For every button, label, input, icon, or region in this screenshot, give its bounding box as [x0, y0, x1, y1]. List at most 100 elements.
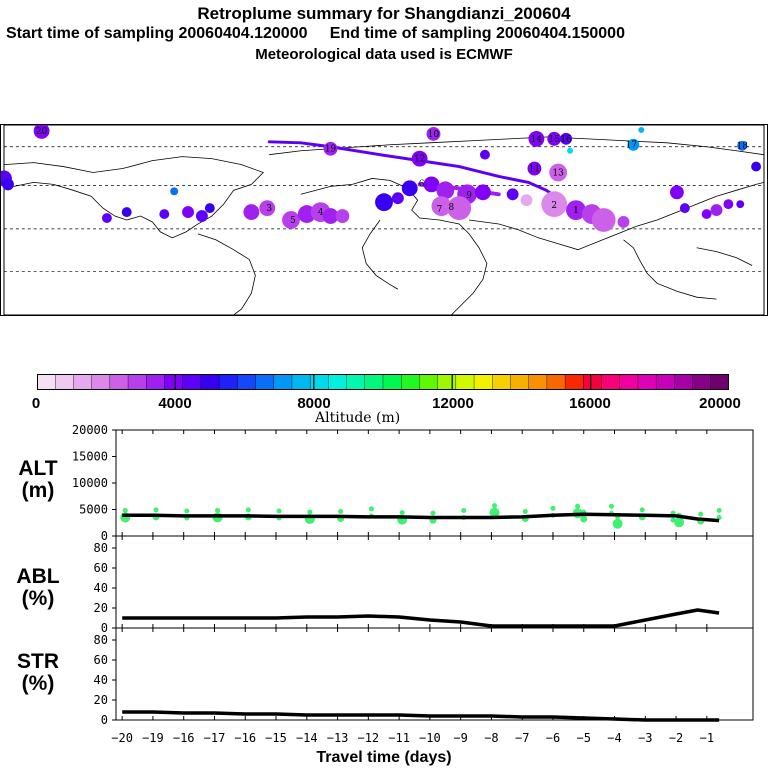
x-tick-label: −7 — [515, 731, 529, 745]
alt-scatter-point — [399, 510, 405, 516]
plume-label: 8 — [448, 203, 454, 213]
plume-cluster — [638, 126, 645, 133]
colorbar-swatch — [346, 374, 366, 390]
plume-cluster — [423, 176, 440, 193]
x-tick-label: −12 — [357, 731, 379, 745]
alt-scatter-point — [245, 507, 251, 513]
str-ytick-label: 20 — [94, 693, 108, 707]
time-series-panels: 20000150001000050000806040200806040200−2… — [72, 423, 754, 745]
alt-scatter-point — [215, 507, 221, 513]
str-series-line — [122, 710, 720, 722]
abl-ytick-label: 60 — [94, 561, 108, 575]
alt-scatter-point — [698, 511, 704, 517]
plume-label: 13 — [553, 168, 564, 178]
colorbar-swatch — [492, 374, 512, 390]
alt-scatter-point — [307, 509, 313, 515]
x-tick-label: −16 — [173, 731, 195, 745]
plume-cluster — [549, 163, 568, 182]
plume-label: 4 — [318, 208, 324, 218]
colorbar-swatch — [37, 374, 56, 390]
altitude-colorbar — [37, 374, 729, 390]
colorbar-swatch — [619, 374, 639, 390]
plume-label: 14 — [531, 135, 543, 145]
colorbar-swatch — [73, 374, 93, 390]
plume-label: 6 — [419, 179, 425, 189]
alt-scatter-point — [461, 507, 467, 513]
colorbar-swatch — [692, 374, 712, 390]
abl-panel-frame — [115, 535, 754, 629]
plume-label: 5 — [290, 216, 296, 226]
plume-cluster — [282, 211, 300, 229]
plume-label: 15 — [549, 135, 560, 145]
colorbar-swatch — [674, 374, 694, 390]
alt-ytick-label: 10000 — [72, 476, 108, 490]
x-tick-label: −20 — [111, 731, 133, 745]
alt-ytick-label: 0 — [101, 529, 108, 543]
plume-label: 1 — [573, 206, 579, 216]
colorbar-swatch — [182, 374, 202, 390]
coastlines — [3, 136, 765, 315]
plume-cluster — [170, 187, 179, 196]
plume-cluster — [33, 125, 50, 139]
colorbar-swatch — [637, 374, 657, 390]
colorbar-swatch — [218, 374, 239, 390]
plume-cluster — [121, 207, 132, 218]
plume-label: 20 — [36, 127, 48, 137]
alt-scatter-point — [612, 518, 623, 529]
retroplume-map: 20 10 14 15 16 17 18 19 12 11 13 9 87 6 5 4 3 2 1 — [0, 124, 768, 316]
colorbar-swatch — [583, 374, 603, 390]
colorbar-swatch — [710, 374, 729, 390]
plume-cluster — [541, 191, 568, 218]
x-tick-label: −11 — [388, 731, 410, 745]
colorbar-tick-8000: 8000 — [297, 395, 331, 412]
plume-cluster — [411, 150, 428, 167]
plume-label: 18 — [737, 142, 749, 152]
plume-label: 2 — [551, 201, 557, 211]
colorbar-swatch — [127, 374, 147, 390]
colorbar-swatch — [419, 374, 439, 390]
x-tick-label: −14 — [296, 731, 318, 745]
colorbar-swatch — [655, 374, 676, 390]
x-tick-label: −15 — [265, 731, 287, 745]
plume-label: 10 — [428, 130, 440, 140]
plume-cluster — [322, 208, 339, 224]
alt-scatter-point — [430, 510, 436, 516]
plume-cluster — [751, 161, 762, 172]
colorbar-swatch — [473, 374, 493, 390]
colorbar-tick-20000: 20000 — [699, 395, 741, 412]
colorbar-swatch — [510, 374, 530, 390]
colorbar-tick-12000: 12000 — [432, 395, 474, 412]
met-data-note: Meteorological data used is ECMWF — [255, 46, 513, 63]
plume-label: 3 — [266, 204, 272, 214]
alt-ytick-label: 15000 — [72, 450, 108, 464]
colorbar-frame — [37, 374, 729, 390]
plume-cluster — [401, 180, 418, 197]
plume-cluster — [436, 181, 455, 200]
alt-scatter-point — [716, 507, 722, 513]
alt-scatter-point — [276, 508, 282, 514]
plume-cluster — [447, 196, 472, 220]
abl-ytick-label: 40 — [94, 581, 108, 595]
plume-clusters: 20 10 14 15 16 17 18 19 12 11 13 9 87 6 5 4 3 2 1 — [1, 125, 762, 232]
plume-cluster — [243, 204, 260, 220]
plume-cluster — [475, 184, 491, 201]
plume-label: 16 — [560, 135, 572, 145]
colorbar-swatch — [601, 374, 621, 390]
plume-cluster — [617, 216, 630, 228]
alt-scatter-point — [550, 505, 556, 511]
alt-scatter-point — [184, 508, 190, 514]
alt-panel-label: ALT (m) — [18, 457, 58, 502]
plume-cluster — [710, 204, 723, 217]
plume-cluster — [426, 126, 441, 141]
plume-cluster — [259, 200, 276, 217]
alt-scatter-point — [608, 503, 614, 509]
plume-cluster — [627, 138, 640, 151]
plume-cluster — [520, 194, 533, 207]
alt-scatter-point — [639, 507, 645, 513]
colorbar-swatch — [164, 374, 184, 390]
colorbar-swatch — [200, 374, 220, 390]
colorbar-tick-16000: 16000 — [569, 395, 611, 412]
alt-ytick-label: 5000 — [79, 503, 108, 517]
plume-cluster — [566, 200, 586, 220]
colorbar-swatch — [309, 374, 330, 390]
